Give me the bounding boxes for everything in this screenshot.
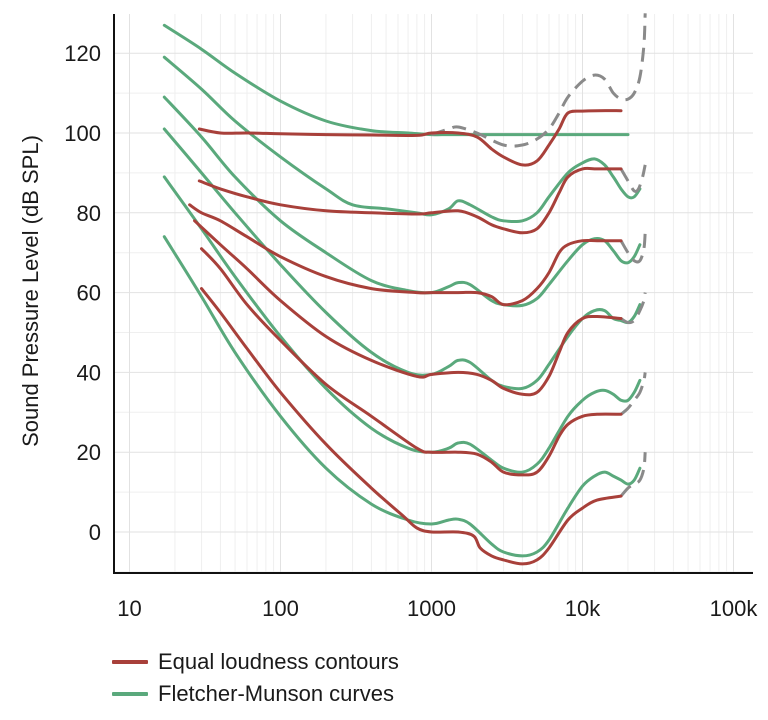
- x-tick-label: 10k: [565, 596, 601, 621]
- series-line-fletcher-munson-11: [162, 235, 642, 558]
- series-line-extension-15: [620, 292, 647, 325]
- y-tick-label: 40: [77, 360, 101, 385]
- legend-label-fletcher-munson: Fletcher-Munson curves: [158, 681, 394, 706]
- y-tick-label: 20: [77, 440, 101, 465]
- series-line-equal-loudness-3: [193, 219, 623, 397]
- series-line-fletcher-munson-8: [162, 95, 642, 308]
- series-line-equal-loudness-2: [188, 203, 623, 307]
- x-tick-label: 1000: [407, 596, 456, 621]
- series-line-extension-12: [431, 13, 647, 148]
- y-tick-label: 120: [64, 41, 101, 66]
- series-line-extension-16: [620, 372, 647, 416]
- legend-swatch-fletcher-munson: [112, 692, 148, 696]
- series-line-fletcher-munson-6: [162, 23, 630, 137]
- y-tick-label: 80: [77, 201, 101, 226]
- legend-item-equal-loudness: Equal loudness contours: [112, 646, 399, 678]
- legend-label-equal-loudness: Equal loudness contours: [158, 649, 399, 674]
- series-line-equal-loudness-0: [197, 109, 623, 167]
- x-tick-label: 100k: [710, 596, 759, 621]
- series-layer: [162, 13, 647, 566]
- series-line-fletcher-munson-10: [162, 175, 642, 474]
- legend: Equal loudness contours Fletcher-Munson …: [112, 646, 399, 710]
- y-tick-label: 100: [64, 121, 101, 146]
- series-line-equal-loudness-4: [200, 247, 623, 477]
- legend-swatch-equal-loudness: [112, 660, 148, 664]
- legend-item-fletcher-munson: Fletcher-Munson curves: [112, 678, 399, 710]
- series-line-extension-14: [619, 232, 647, 264]
- y-tick-label: 0: [89, 520, 101, 545]
- x-tick-labels: 10 100 1000 10k 100k: [117, 596, 758, 621]
- y-axis-title: Sound Pressure Level (dB SPL): [18, 135, 43, 447]
- y-tick-label: 60: [77, 281, 101, 306]
- x-tick-label: 100: [262, 596, 299, 621]
- y-tick-labels: 0 20 40 60 80 100 120: [64, 41, 101, 545]
- series-line-extension-17: [619, 452, 647, 498]
- x-tick-label: 10: [117, 596, 141, 621]
- series-line-extension-13: [619, 164, 647, 193]
- series-line-equal-loudness-5: [200, 287, 623, 566]
- series-line-equal-loudness-1: [197, 166, 623, 235]
- series-line-fletcher-munson-7: [162, 55, 642, 224]
